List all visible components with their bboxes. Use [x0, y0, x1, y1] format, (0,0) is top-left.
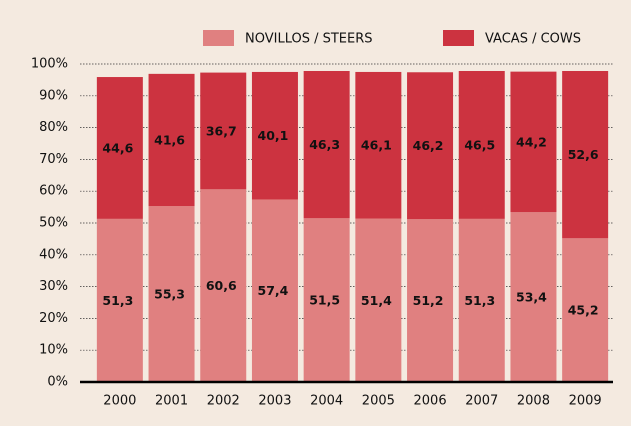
y-tick-label: 40% — [39, 247, 68, 262]
data-label: 40,1 — [258, 128, 289, 143]
legend-label: NOVILLOS / STEERS — [245, 32, 373, 47]
data-label: 46,1 — [361, 138, 392, 153]
legend-swatch — [203, 30, 234, 46]
bar-segment — [251, 71, 298, 200]
bar-segment — [148, 73, 195, 207]
bar-segment — [355, 218, 402, 382]
data-label: 52,6 — [568, 147, 599, 162]
bar-segment — [251, 199, 298, 382]
bar-segment — [407, 72, 454, 220]
data-label: 51,5 — [309, 293, 340, 308]
bar-segment — [96, 218, 143, 382]
bar-segment — [407, 219, 454, 382]
x-tick-label: 2004 — [310, 394, 343, 409]
data-label: 51,2 — [413, 293, 444, 308]
data-label: 44,2 — [516, 134, 547, 149]
x-tick-label: 2009 — [569, 394, 602, 409]
x-tick-label: 2006 — [414, 394, 447, 409]
bar-segment — [510, 212, 557, 382]
x-tick-label: 2003 — [258, 394, 291, 409]
data-label: 51,4 — [361, 293, 392, 308]
data-label: 45,2 — [568, 303, 599, 318]
x-tick-label: 2001 — [155, 394, 188, 409]
y-tick-label: 100% — [31, 57, 68, 72]
y-tick-label: 50% — [39, 216, 68, 231]
bar-segment — [458, 70, 505, 219]
data-label: 51,3 — [464, 293, 495, 308]
bar-segment — [355, 71, 402, 219]
bar-segment — [562, 238, 609, 382]
x-tick-label: 2002 — [207, 394, 240, 409]
data-label: 57,4 — [258, 283, 289, 298]
bar-segment — [200, 189, 247, 382]
data-label: 60,6 — [206, 278, 237, 293]
y-tick-label: 10% — [39, 343, 68, 358]
bar-segment — [303, 70, 350, 219]
data-label: 51,3 — [102, 293, 133, 308]
legend-label: VACAS / COWS — [485, 32, 581, 47]
data-label: 46,5 — [464, 137, 495, 152]
data-label: 46,3 — [309, 137, 340, 152]
x-tick-label: 2000 — [103, 394, 136, 409]
y-tick-label: 90% — [39, 88, 68, 103]
y-tick-label: 30% — [39, 279, 68, 294]
bar-segment — [562, 70, 609, 239]
x-tick-label: 2005 — [362, 394, 395, 409]
x-tick-label: 2008 — [517, 394, 550, 409]
bar-segment — [510, 71, 557, 213]
data-label: 55,3 — [154, 287, 185, 302]
y-tick-label: 0% — [47, 375, 68, 390]
y-tick-label: 70% — [39, 152, 68, 167]
data-label: 36,7 — [206, 123, 237, 138]
data-label: 44,6 — [102, 140, 133, 155]
x-tick-label: 2007 — [465, 394, 498, 409]
y-tick-label: 80% — [39, 120, 68, 135]
bar-segment — [458, 218, 505, 382]
legend-swatch — [443, 30, 474, 46]
bar-segment — [303, 218, 350, 382]
bar-segment — [96, 77, 143, 219]
y-tick-label: 60% — [39, 184, 68, 199]
data-label: 46,2 — [413, 138, 444, 153]
data-label: 41,6 — [154, 133, 185, 148]
y-tick-label: 20% — [39, 311, 68, 326]
data-label: 53,4 — [516, 290, 547, 305]
bar-segment — [200, 72, 247, 190]
bar-segment — [148, 206, 195, 382]
